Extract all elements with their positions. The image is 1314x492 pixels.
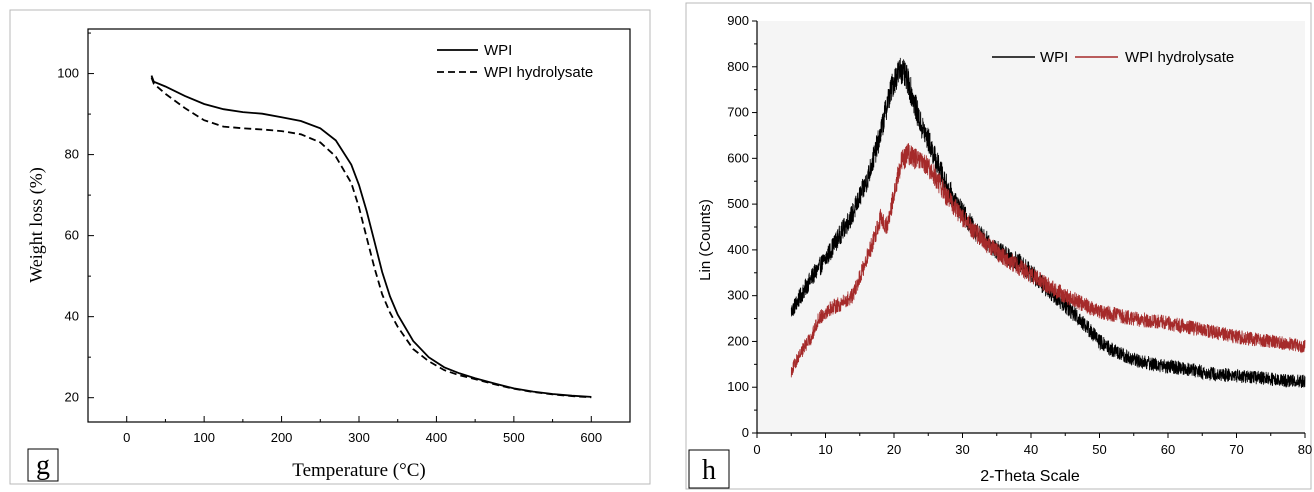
panel-g-x-tick-label: 300 [348, 430, 370, 445]
panel-g-x-tick-label: 500 [503, 430, 525, 445]
panel-g-y-tick-label: 80 [65, 147, 79, 162]
panel-h-x-tick-label: 70 [1229, 442, 1243, 457]
panel-h-y-tick-label: 900 [727, 13, 749, 28]
panel-g-y-tick-label: 40 [65, 309, 79, 324]
panel-h-y-tick-label: 400 [727, 242, 749, 257]
panel-g-y-axis-label: Weight loss (%) [26, 167, 47, 283]
panel-h-x-tick-label: 0 [753, 442, 760, 457]
panel-h-x-tick-label: 20 [887, 442, 901, 457]
panel-h-axis-ticks: 0 10 20 30 40 50 60 70 8001002003004005006007008… [727, 13, 1312, 457]
panel-h-series-line-1 [790, 57, 1306, 389]
panel-h-y-tick-label: 300 [727, 288, 749, 303]
panel-h-label-box [688, 449, 730, 489]
panel-h-y-tick-label: 700 [727, 105, 749, 120]
panel-h-x-tick-label: 10 [818, 442, 832, 457]
panel-g-x-tick-label: 0 [123, 430, 130, 445]
panel-g-axis-ticks: 0 100 200 300 400 500 600 20 40 60 80 100 [57, 32, 631, 445]
panel-g-label-box [27, 448, 59, 482]
panel-h-y-tick-label: 100 [727, 379, 749, 394]
panel-g-x-tick-label: 200 [271, 430, 293, 445]
panel-h-x-tick-label: 60 [1161, 442, 1175, 457]
panel-h-legend-label: WPI [1040, 49, 1068, 66]
panel-g-legend-label: WPI [484, 42, 512, 59]
panel-g-series [150, 75, 592, 399]
panel-h-legend: WPI WPI hydrolysate [992, 49, 1234, 66]
panel-g-legend: WPI WPI hydrolysate [437, 42, 593, 81]
panel-h-x-tick-label: 30 [955, 442, 969, 457]
panel-g-series-line-2 [150, 77, 592, 399]
panel-g-x-tick-label: 400 [426, 430, 448, 445]
panel-h-y-tick-label: 600 [727, 150, 749, 165]
panel-g-label: g [36, 450, 50, 481]
panel-h-x-tick-label: 40 [1024, 442, 1038, 457]
panel-g-chart: 0 100 200 300 400 500 600 20 40 60 80 100 WPI WPI hy… [9, 9, 651, 485]
panel-g-frame [9, 9, 651, 485]
panel-h-y-tick-label: 800 [727, 59, 749, 74]
panel-g-y-tick-label: 20 [65, 390, 79, 405]
panel-h-y-tick-label: 200 [727, 333, 749, 348]
panel-g-x-axis-label: Temperature (°C) [292, 460, 425, 481]
panel-h-series-line-2 [790, 143, 1306, 378]
panel-g-y-tick-label: 100 [57, 66, 79, 81]
panel-h-x-tick-label: 80 [1298, 442, 1312, 457]
panel-g-x-tick-label: 600 [580, 430, 602, 445]
panel-g-y-tick-label: 60 [65, 228, 79, 243]
panel-g-x-tick-label: 100 [193, 430, 215, 445]
panel-h-x-axis-label: 2-Theta Scale [980, 468, 1080, 485]
panel-h-x-tick-label: 50 [1092, 442, 1106, 457]
panel-h-y-tick-label: 500 [727, 196, 749, 211]
panel-h-chart: 0 10 20 30 40 50 60 70 8001002003004005006007008… [685, 2, 1312, 490]
panel-h-legend-label: WPI hydrolysate [1125, 49, 1234, 66]
panel-h-y-tick-label: 0 [742, 425, 749, 440]
panel-h-series [790, 57, 1306, 389]
panel-h-y-axis-label: Lin (Counts) [697, 199, 714, 281]
panel-h-label: h [702, 455, 716, 486]
panel-g-legend-label: WPI hydrolysate [484, 64, 593, 81]
